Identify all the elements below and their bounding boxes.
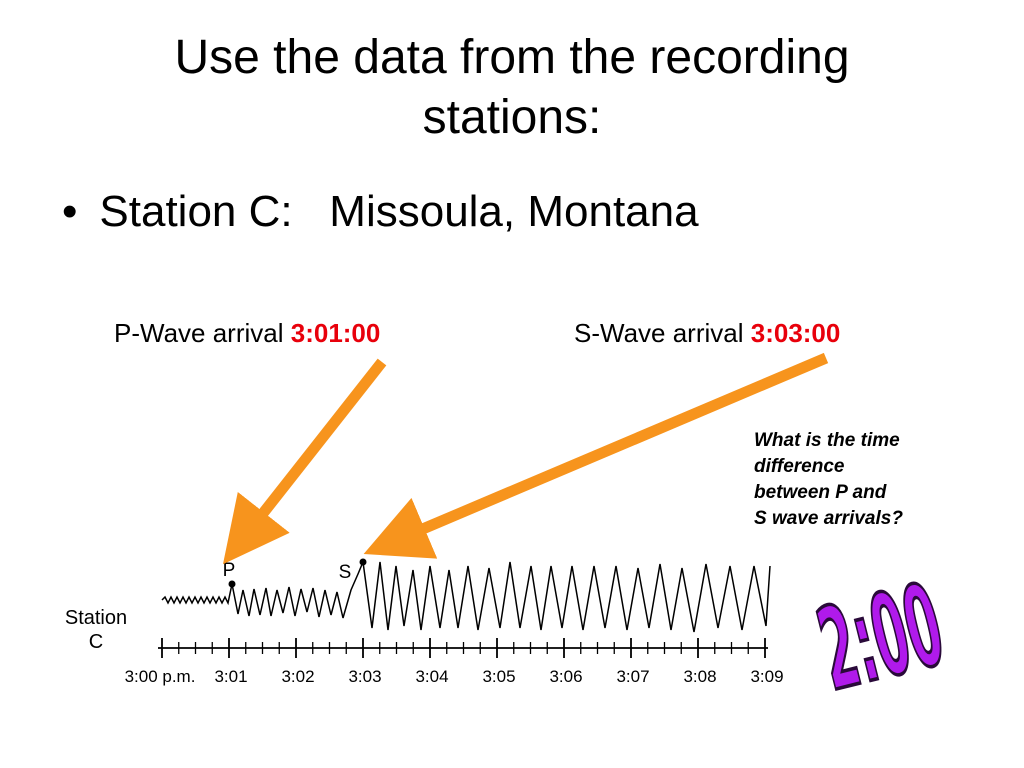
question-line-1: What is the time — [754, 430, 900, 451]
tick-label: 3:03 — [348, 667, 381, 686]
p-wave-arrival-label: P-Wave arrival 3:01:00 — [114, 316, 380, 350]
tick-label: 3:02 — [281, 667, 314, 686]
time-axis-ticks — [161, 638, 766, 658]
p-wave-label-text: P-Wave arrival — [114, 318, 291, 348]
s-wave-label-text: S-Wave arrival — [574, 318, 751, 348]
title-line-1: Use the data from the recording — [174, 31, 850, 84]
p-wave-time: 3:01:00 — [290, 318, 381, 348]
question-line-2: difference — [754, 456, 845, 477]
time-axis-tick-labels: 3:00 p.m. 3:01 3:02 3:03 3:04 3:05 3:06 3:07 3:0… — [125, 667, 784, 686]
s-wave-time: 3:03:00 — [750, 318, 841, 348]
title-line-2: stations: — [422, 91, 602, 144]
bullet-text: Station C: Missoula, Montana — [99, 187, 699, 236]
tick-label: 3:09 — [750, 667, 783, 686]
slide-title: Use the data from the recording stations… — [0, 28, 1024, 148]
bullet-dot: • — [62, 187, 78, 236]
p-arrival-dot — [228, 580, 236, 588]
tick-label: 3:01 — [214, 667, 247, 686]
answer-2-00: 2:00 — [805, 558, 956, 718]
station-label-line-1: Station — [65, 607, 127, 629]
seismogram-trace — [161, 559, 771, 633]
question-line-4: S wave arrivals? — [754, 508, 903, 529]
tick-label: 3:08 — [683, 667, 716, 686]
s-wave-arrival-label: S-Wave arrival 3:03:00 — [574, 316, 840, 350]
bullet-station-c: • Station C: Missoula, Montana — [62, 184, 699, 240]
tick-label: 3:06 — [549, 667, 582, 686]
answer-text: 2:00 — [812, 572, 952, 700]
station-label-line-2: C — [89, 631, 103, 653]
tick-label: 3:00 p.m. — [125, 667, 196, 686]
p-marker-label: P — [223, 560, 236, 581]
p-wave-arrow — [222, 358, 387, 565]
tick-label: 3:04 — [415, 667, 448, 686]
s-marker-label: S — [339, 562, 352, 583]
s-arrival-dot — [359, 558, 367, 566]
answer-wordart: 2:00 — [805, 558, 956, 718]
s-wave-arrow — [363, 352, 829, 559]
tick-label: 3:05 — [482, 667, 515, 686]
question-text: What is the time difference between P an… — [754, 428, 984, 532]
tick-label: 3:07 — [616, 667, 649, 686]
question-line-3: between P and — [754, 482, 887, 503]
